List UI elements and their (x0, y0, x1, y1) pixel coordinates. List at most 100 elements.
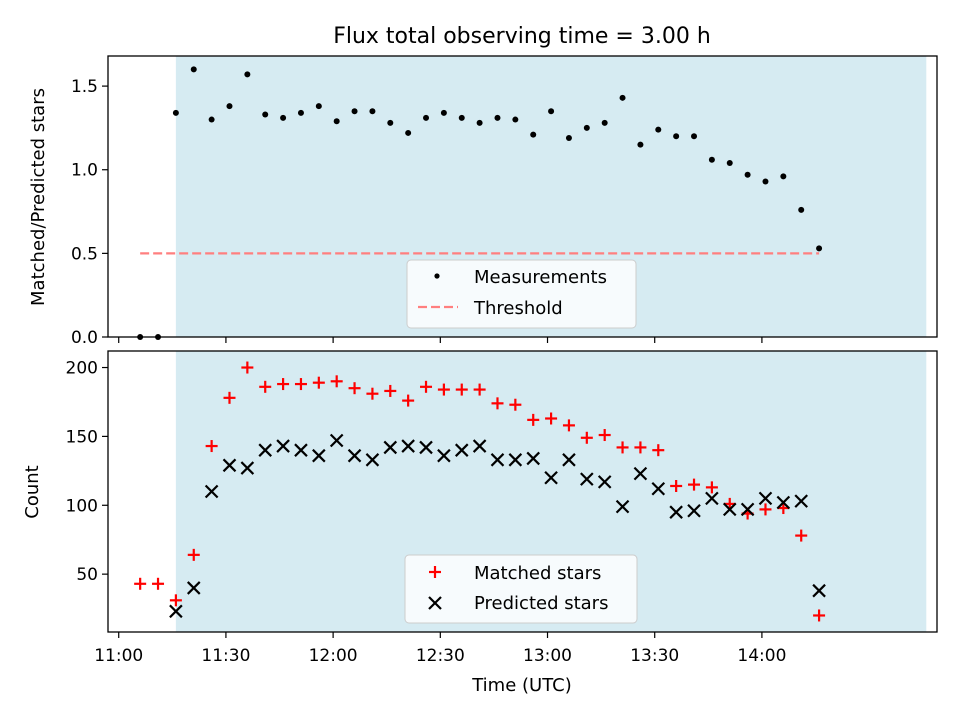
matched-star-point (455, 383, 468, 396)
measurement-point (744, 171, 751, 178)
measurement-point (691, 133, 698, 140)
measurement-point (172, 109, 179, 116)
matched-star-point (169, 594, 182, 607)
matched-star-point (312, 376, 325, 389)
measurement-point (262, 111, 269, 118)
measurement-point (780, 173, 787, 180)
predicted-star-point (472, 439, 487, 453)
matched-star-point (527, 413, 540, 426)
measurement-point (548, 108, 555, 115)
predicted-star-point (508, 453, 523, 467)
matched-star-point (795, 529, 808, 542)
count-y-tick-label: 50 (76, 565, 98, 585)
predicted-star-point (722, 502, 737, 517)
matched-star-point (223, 391, 236, 404)
predicted-star-point (597, 475, 612, 489)
matched-star-point (634, 441, 647, 454)
matched-star-point (562, 419, 575, 432)
matched-star-point (759, 503, 772, 516)
matched-star-point (205, 440, 218, 453)
matched-star-point (241, 361, 254, 374)
measurement-point (673, 133, 680, 140)
measurement-point (405, 129, 412, 136)
legend-label-predicted: Predicted stars (474, 593, 608, 614)
predicted-star-point (347, 448, 362, 463)
x-tick-label: 12:30 (416, 646, 465, 666)
predicted-star-point (758, 491, 773, 506)
ratio-x-ticks (118, 337, 763, 343)
count-y-ticks: 50 100 150 200 (66, 359, 108, 585)
predicted-star-point (580, 472, 594, 486)
matched-star-point (580, 431, 593, 444)
count-y-axis-label: Count (22, 465, 43, 518)
predicted-star-point (687, 504, 701, 518)
predicted-star-point (401, 439, 415, 453)
x-tick-label: 13:00 (523, 646, 572, 666)
measurement-point (619, 94, 626, 101)
chart-title: Flux total observing time = 3.00 h (333, 24, 711, 49)
x-tick-label: 14:00 (737, 646, 786, 666)
ratio-y-tick-label: 0.0 (71, 328, 98, 348)
legend-marker-matched (429, 566, 441, 578)
matched-star-point (813, 609, 826, 622)
ratio-y-tick-label: 1.5 (71, 77, 98, 97)
measurement-point (458, 114, 465, 121)
measurement-point (190, 66, 197, 73)
ratio-y-tick-label: 0.5 (71, 244, 98, 264)
matched-star-point (330, 375, 343, 388)
predicted-star-point (204, 484, 219, 499)
measurement-point (708, 156, 715, 163)
matched-star-point (509, 398, 522, 411)
matched-star-point (545, 412, 558, 425)
measurement-point (208, 116, 215, 123)
predicted-star-point (222, 458, 237, 473)
count-plot-frame (107, 350, 938, 633)
ratio-legend-box (406, 259, 637, 329)
x-tick-label: 11:00 (94, 646, 143, 666)
measurement-point (762, 178, 769, 185)
measurement-point (816, 245, 823, 252)
matched-star-point (437, 383, 450, 396)
predicted-star-point (437, 448, 451, 463)
matched-star-point (277, 378, 290, 391)
matched-star-point (616, 441, 629, 454)
x-tick-label: 12:00 (309, 646, 358, 666)
ratio-y-tick-label: 1.0 (71, 161, 98, 181)
measurement-point (494, 114, 501, 121)
matched-star-point (402, 394, 415, 407)
predicted-star-point (329, 433, 344, 448)
matched-star-point (705, 481, 718, 494)
x-axis-label: Time (UTC) (471, 675, 572, 696)
predicted-star-point (276, 439, 290, 453)
matched-star-point (473, 383, 486, 396)
matched-star-point (187, 548, 200, 561)
measurement-point (369, 108, 376, 115)
count-y-tick-label: 200 (66, 359, 98, 379)
predicted-star-point (669, 505, 683, 519)
ratio-y-axis-label: Matched/Predicted stars (28, 88, 49, 306)
predicted-star-point (490, 453, 505, 467)
count-marks (134, 361, 826, 622)
measurement-point (476, 119, 483, 126)
x-tick-label: 11:30 (201, 646, 250, 666)
matched-star-point (384, 384, 397, 397)
predicted-star-point (615, 499, 630, 514)
predicted-star-point (526, 451, 540, 466)
measurement-point (440, 109, 447, 116)
ratio-y-ticks: 0.0 0.5 1.0 1.5 (71, 77, 108, 348)
matched-star-point (259, 380, 272, 393)
predicted-star-point (258, 443, 273, 457)
matched-star-point (688, 478, 701, 491)
measurement-point (798, 206, 805, 213)
measurement-point (637, 141, 644, 148)
predicted-star-point (169, 604, 183, 619)
matched-star-point (420, 380, 433, 393)
predicted-star-point (740, 502, 755, 517)
matched-star-point (134, 577, 147, 590)
matched-star-point (598, 429, 611, 442)
matched-star-point (652, 444, 665, 457)
count-legend-box (404, 554, 638, 624)
legend-label-threshold: Threshold (473, 298, 563, 319)
predicted-star-point (240, 461, 255, 475)
